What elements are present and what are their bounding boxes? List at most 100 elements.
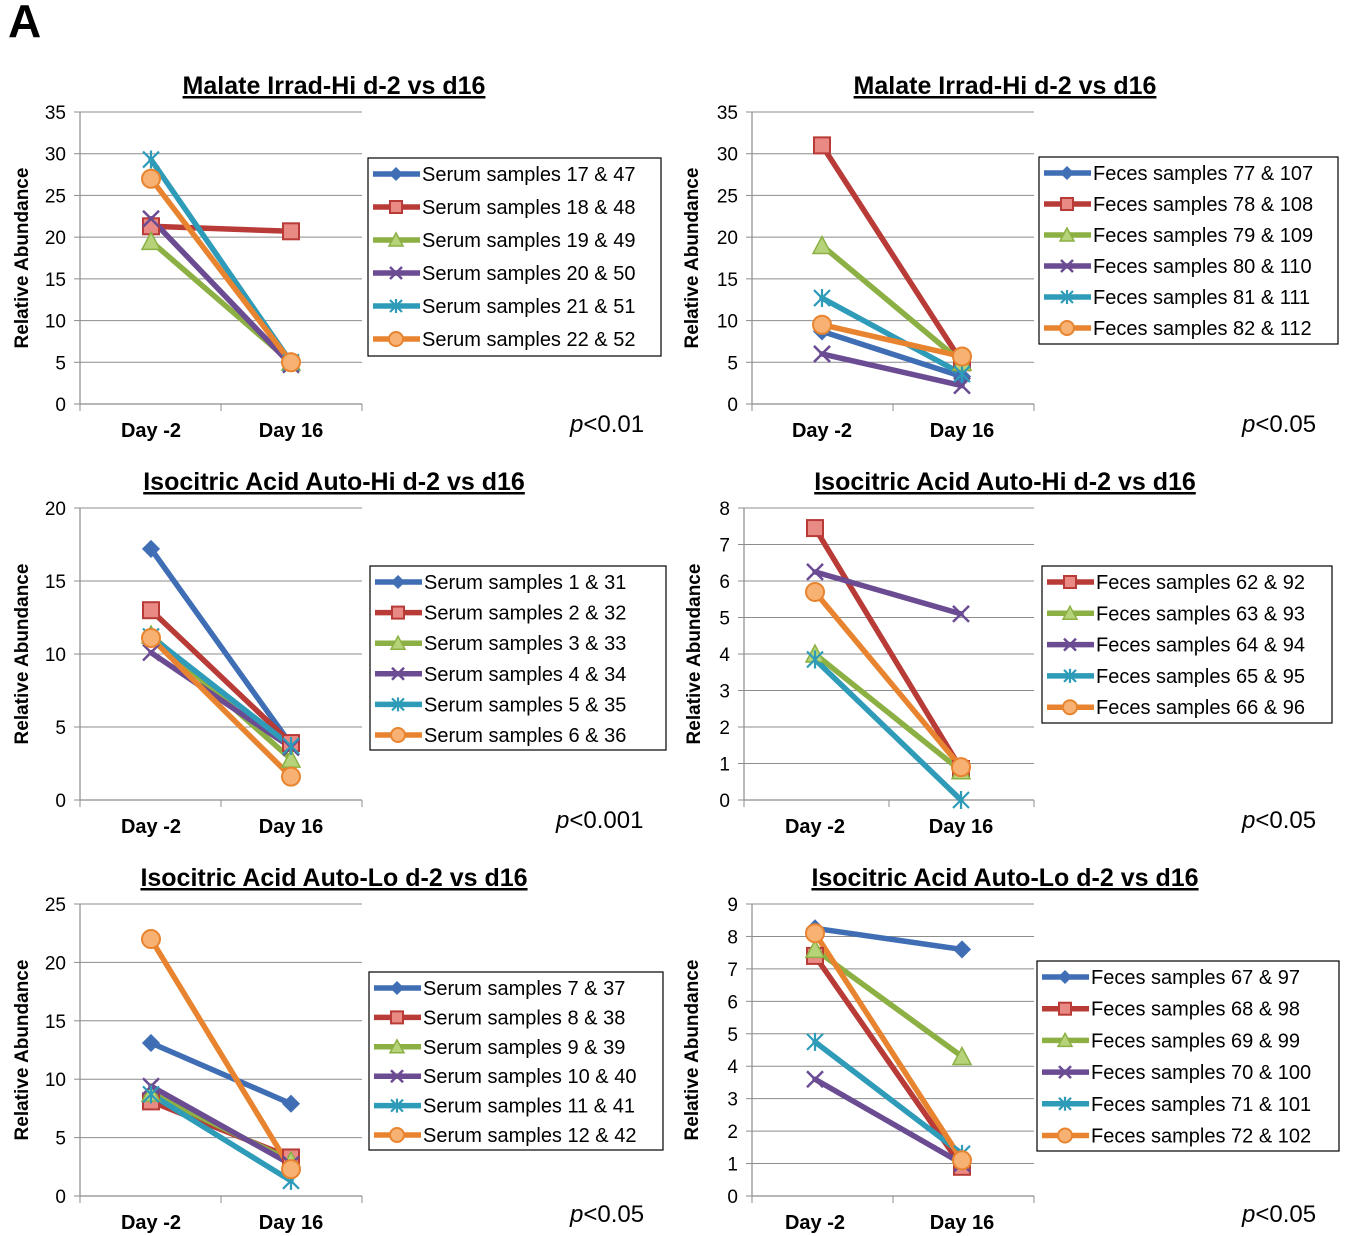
y-axis-label: Relative Abundance bbox=[12, 564, 33, 745]
y-tick-label: 9 bbox=[727, 895, 738, 916]
y-tick-label: 4 bbox=[719, 645, 730, 666]
data-point bbox=[142, 1085, 160, 1104]
series-line bbox=[812, 925, 965, 953]
figure-panel-label: A bbox=[8, 0, 42, 47]
series-line bbox=[812, 589, 964, 770]
legend-marker bbox=[390, 727, 406, 743]
data-point bbox=[141, 929, 161, 950]
legend-label: Serum samples 5 & 35 bbox=[424, 694, 626, 716]
series-line bbox=[148, 936, 294, 1172]
series-line bbox=[812, 656, 964, 803]
legend-box bbox=[368, 971, 664, 1151]
y-tick-label: 8 bbox=[727, 927, 738, 948]
series-line bbox=[819, 328, 965, 380]
series-line bbox=[148, 649, 294, 751]
y-tick-label: 2 bbox=[719, 718, 730, 739]
y-tick-label: 7 bbox=[719, 536, 730, 557]
chart-6: Isocitric Acid Auto-Lo d-2 vs d16 0 1 2 3 4 5 6… bbox=[682, 864, 1340, 1234]
legend-box bbox=[369, 565, 667, 751]
data-point bbox=[282, 222, 300, 241]
legend-marker bbox=[388, 331, 404, 347]
legend-marker bbox=[389, 200, 403, 214]
legend-marker bbox=[388, 1038, 406, 1054]
legend-marker bbox=[1063, 575, 1077, 589]
data-point bbox=[281, 766, 301, 787]
legend-label: Serum samples 18 & 48 bbox=[422, 197, 635, 219]
chart-title: Isocitric Acid Auto-Hi d-2 vs d16 bbox=[143, 468, 525, 496]
legend-marker bbox=[1063, 637, 1077, 652]
legend-marker bbox=[1058, 1001, 1072, 1016]
data-point bbox=[281, 352, 301, 373]
legend-marker bbox=[1057, 1127, 1073, 1144]
series-line bbox=[148, 223, 294, 235]
series-line bbox=[819, 242, 965, 366]
y-tick-label: 25 bbox=[45, 186, 66, 207]
legend-box bbox=[1038, 156, 1339, 345]
data-point bbox=[806, 562, 824, 581]
y-axis-label: Relative Abundance bbox=[12, 960, 33, 1141]
data-point-outline bbox=[281, 1094, 301, 1113]
series-line bbox=[819, 295, 965, 377]
legend-label: Serum samples 12 & 42 bbox=[423, 1125, 636, 1147]
chart-4: Isocitric Acid Auto-Hi d-2 vs d16 0 1 2 3 4 5 6… bbox=[684, 468, 1333, 838]
y-tick-label: 5 bbox=[727, 1025, 738, 1046]
legend-marker bbox=[1060, 290, 1074, 304]
chart-title: Isocitric Acid Auto-Lo d-2 vs d16 bbox=[811, 864, 1198, 892]
series-line bbox=[812, 930, 965, 1164]
y-tick-label: 20 bbox=[45, 499, 66, 520]
series-line bbox=[148, 633, 294, 749]
data-point bbox=[282, 736, 300, 755]
legend-label: Feces samples 66 & 96 bbox=[1096, 697, 1305, 719]
data-point bbox=[806, 519, 824, 538]
legend-label: Serum samples 21 & 51 bbox=[422, 296, 635, 318]
series-line bbox=[148, 175, 294, 366]
legend-label: Feces samples 72 & 102 bbox=[1091, 1126, 1311, 1148]
chart-title: Malate Irrad-Hi d-2 vs d16 bbox=[854, 72, 1157, 100]
legend-marker bbox=[1062, 699, 1078, 716]
legend-label: Serum samples 4 & 34 bbox=[424, 664, 626, 686]
legend-label: Feces samples 64 & 94 bbox=[1096, 635, 1305, 657]
series-line bbox=[812, 525, 964, 772]
legend-marker-outline bbox=[388, 166, 404, 182]
legend-label: Feces samples 81 & 111 bbox=[1093, 287, 1310, 309]
legend-label: Feces samples 70 & 100 bbox=[1091, 1062, 1311, 1084]
y-axis-label: Relative Abundance bbox=[12, 168, 33, 349]
p-value: p<0.001 bbox=[555, 807, 643, 834]
legend-marker bbox=[390, 1010, 404, 1025]
series-line bbox=[148, 1091, 294, 1184]
legend-label: Feces samples 63 & 93 bbox=[1096, 603, 1305, 625]
y-tick-label: 10 bbox=[45, 645, 66, 666]
legend-label: Serum samples 17 & 47 bbox=[422, 164, 635, 186]
data-point bbox=[953, 940, 971, 959]
y-tick-label: 25 bbox=[717, 186, 738, 207]
y-tick-label: 6 bbox=[727, 992, 738, 1013]
data-point bbox=[282, 1095, 300, 1113]
legend-marker bbox=[1059, 320, 1075, 336]
y-tick-label: 5 bbox=[719, 609, 730, 630]
series-line bbox=[812, 651, 964, 774]
y-axis-label: Relative Abundance bbox=[682, 960, 703, 1141]
legend-marker bbox=[391, 605, 405, 620]
chart-5: Isocitric Acid Auto-Lo d-2 vs d16 0 5 10 15 2… bbox=[12, 864, 664, 1234]
data-point bbox=[804, 938, 826, 959]
data-point bbox=[142, 150, 160, 169]
legend-box bbox=[367, 157, 662, 357]
y-tick-label: 6 bbox=[719, 572, 730, 593]
x-tick-label: Day -2 bbox=[792, 420, 852, 442]
y-tick-label: 0 bbox=[719, 791, 730, 812]
data-point bbox=[805, 923, 825, 944]
data-point bbox=[281, 1159, 301, 1180]
y-tick-label: 2 bbox=[727, 1122, 738, 1143]
y-tick-label: 10 bbox=[45, 312, 66, 333]
legend-label: Feces samples 82 & 112 bbox=[1093, 318, 1312, 340]
data-point bbox=[951, 757, 971, 778]
legend-label: Feces samples 68 & 98 bbox=[1091, 999, 1300, 1021]
legend-label: Feces samples 78 & 108 bbox=[1093, 194, 1313, 216]
legend-marker bbox=[389, 1127, 405, 1143]
legend-label: Feces samples 77 & 107 bbox=[1093, 163, 1313, 185]
legend-marker bbox=[1056, 1031, 1074, 1048]
x-tick-label: Day 16 bbox=[929, 816, 994, 838]
legend-label: Feces samples 71 & 101 bbox=[1091, 1094, 1311, 1116]
y-tick-label: 10 bbox=[717, 312, 738, 333]
